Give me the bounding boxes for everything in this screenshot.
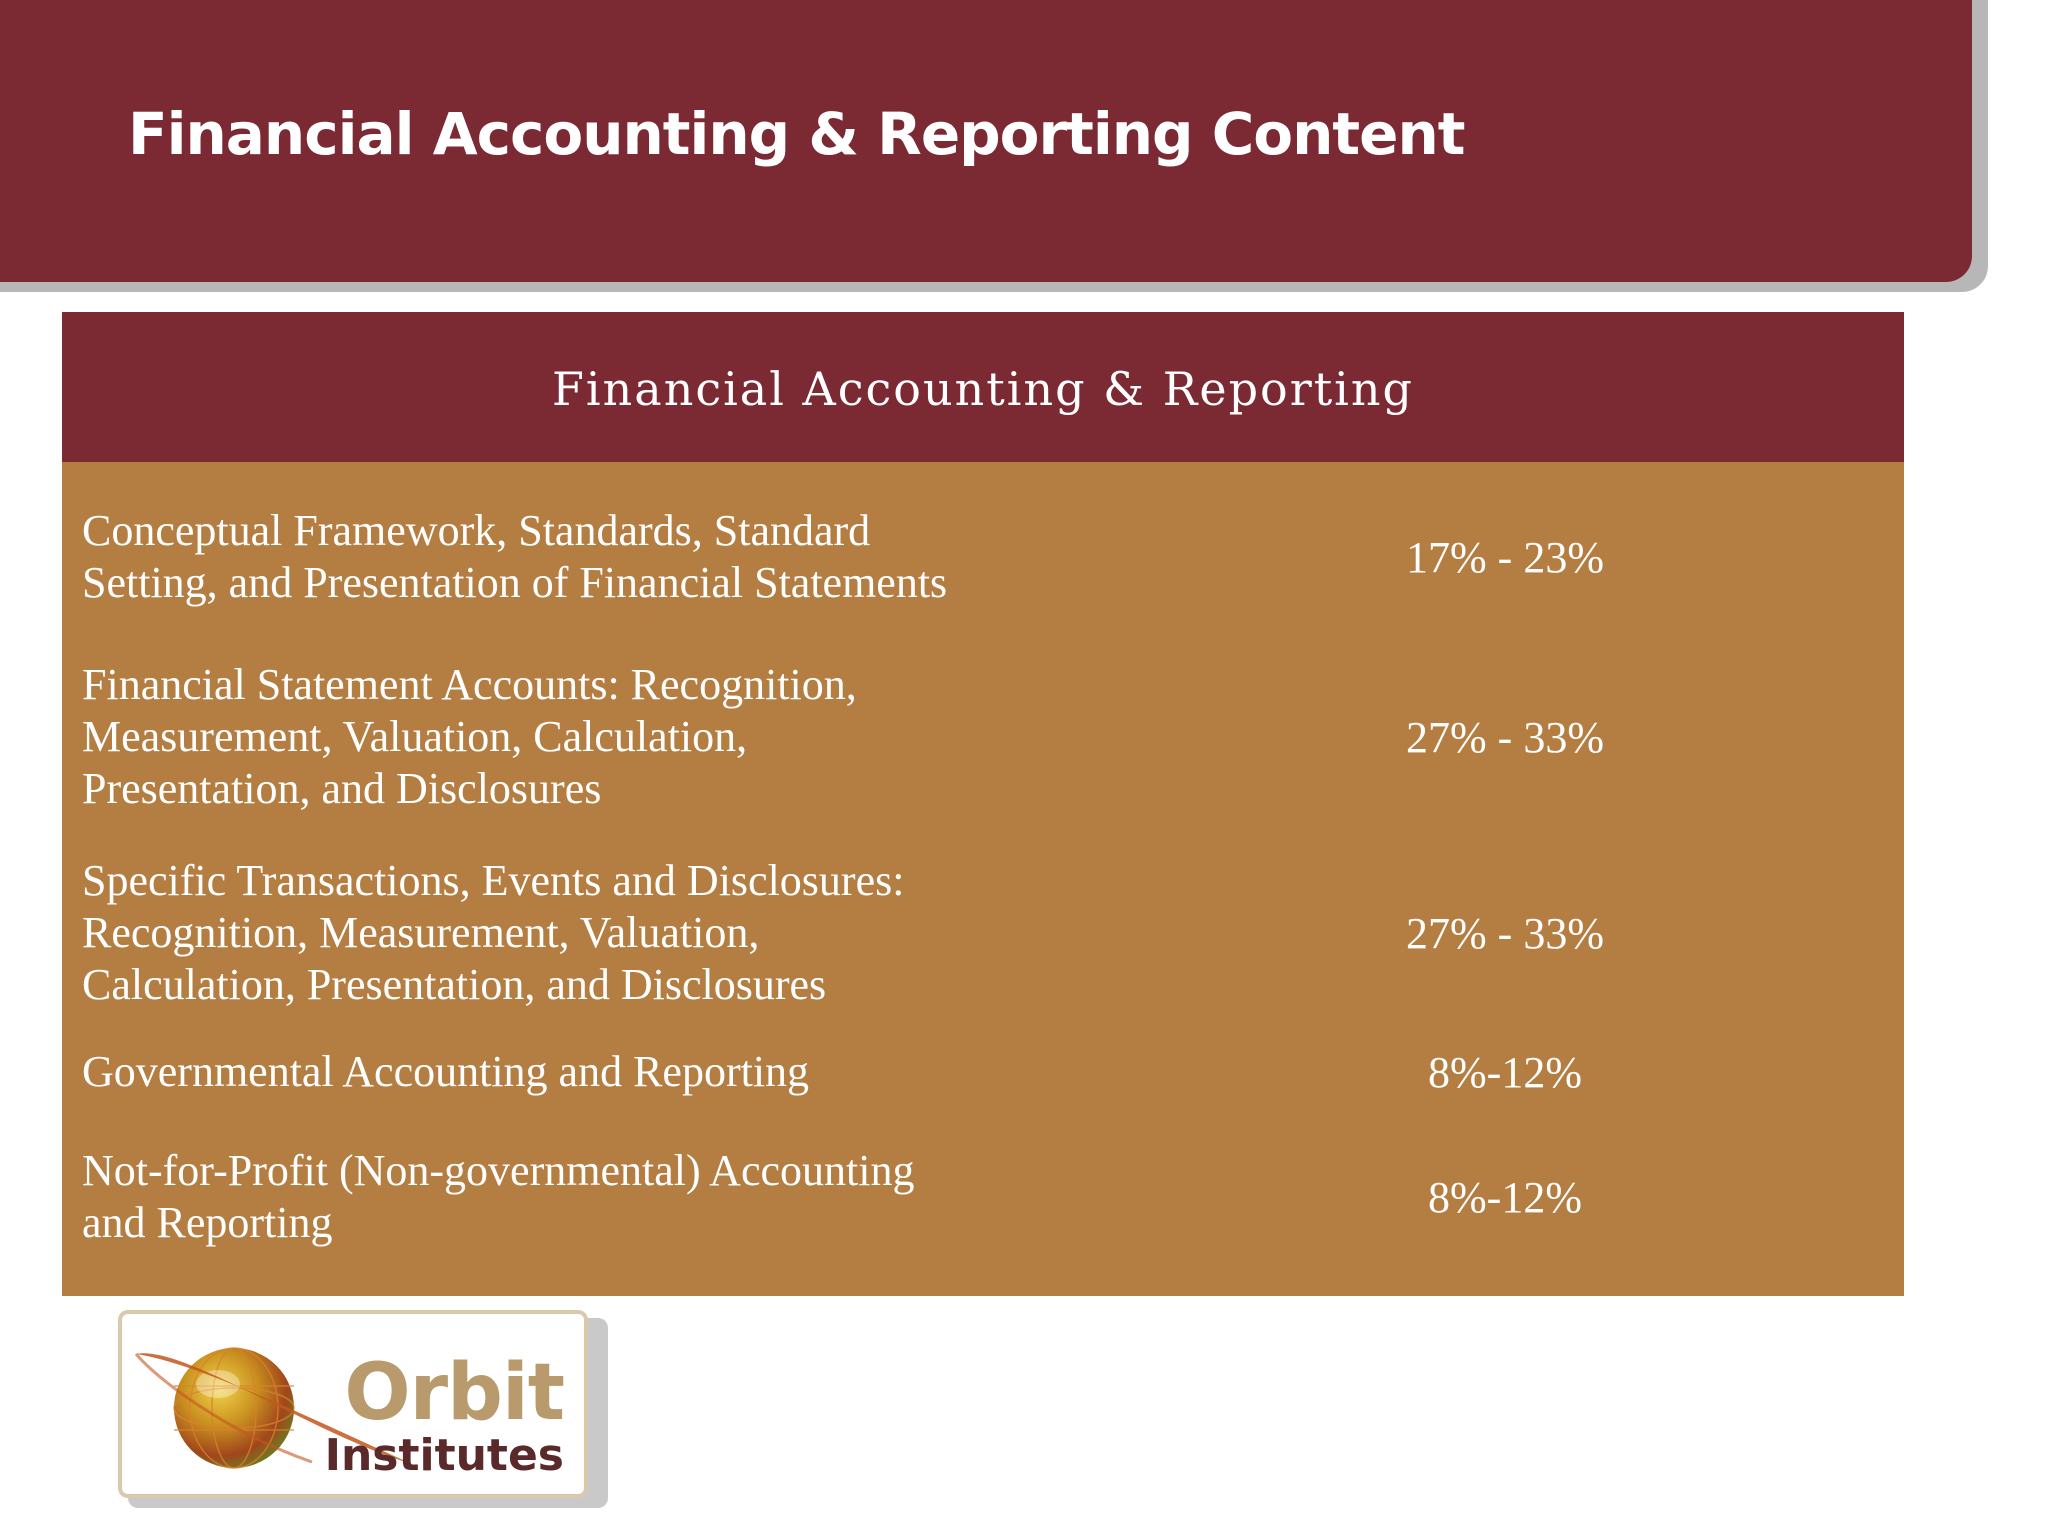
logo-text-institutes: Institutes [324, 1430, 564, 1481]
row-topic: Conceptual Framework, Standards, Standar… [82, 506, 948, 607]
page-title: Financial Accounting & Reporting Content [128, 100, 1466, 168]
table-header: Financial Accounting & Reporting [62, 312, 1904, 462]
content-table: Financial Accounting & Reporting Concept… [62, 312, 1904, 1296]
row-weight: 27% - 33% [1406, 908, 1604, 958]
row-weight: 8%-12% [1428, 1047, 1582, 1097]
row-weight: 27% - 33% [1406, 712, 1604, 762]
table-row: Specific Transactions, Events and Disclo… [62, 848, 1904, 1018]
table-row: Governmental Accounting and Reporting 8%… [62, 1032, 1904, 1112]
table-body: Conceptual Framework, Standards, Standar… [62, 462, 1904, 1296]
row-weight: 8%-12% [1428, 1172, 1582, 1222]
orbit-logo: Orbit Institutes [118, 1310, 588, 1498]
header-banner: Financial Accounting & Reporting Content [0, 0, 1972, 282]
row-topic: Not-for-Profit (Non-governmental) Accoun… [82, 1146, 915, 1247]
row-weight: 17% - 23% [1406, 532, 1604, 582]
globe-orbit-icon [134, 1347, 412, 1469]
row-topic: Financial Statement Accounts: Recognitio… [82, 660, 857, 813]
logo-text-orbit: Orbit [344, 1348, 565, 1438]
row-topic: Governmental Accounting and Reporting [82, 1047, 810, 1096]
table-row: Financial Statement Accounts: Recognitio… [62, 652, 1904, 822]
row-topic: Specific Transactions, Events and Disclo… [82, 856, 905, 1009]
table-row: Not-for-Profit (Non-governmental) Accoun… [62, 1132, 1904, 1262]
table-row: Conceptual Framework, Standards, Standar… [62, 472, 1904, 642]
table-heading: Financial Accounting & Reporting [552, 362, 1414, 416]
